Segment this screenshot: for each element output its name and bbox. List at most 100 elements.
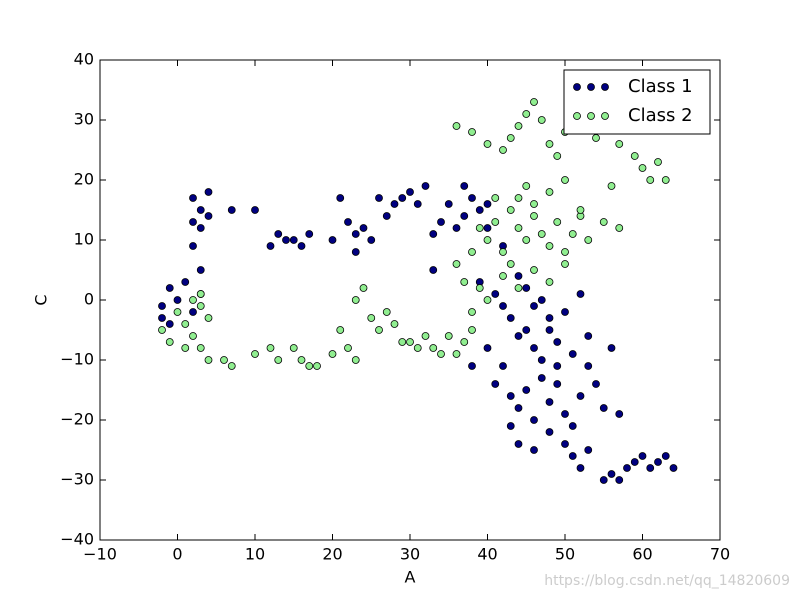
point (165, 338, 174, 346)
point (266, 344, 275, 352)
point (599, 218, 608, 226)
point (499, 272, 507, 280)
point (568, 230, 577, 238)
point (220, 356, 228, 364)
point (499, 146, 507, 154)
legend-marker (601, 112, 609, 120)
point (181, 344, 190, 352)
point (189, 296, 197, 304)
point (313, 362, 321, 370)
point (196, 206, 205, 214)
point (491, 218, 500, 226)
point (452, 224, 461, 232)
point (468, 194, 476, 202)
point (444, 200, 453, 208)
y-tick-label: 30 (74, 110, 94, 129)
point (599, 476, 608, 484)
point (623, 464, 631, 472)
point (413, 200, 422, 208)
point (514, 332, 523, 340)
point (421, 182, 430, 190)
point (522, 326, 531, 334)
point (568, 422, 577, 430)
point (553, 380, 562, 388)
point (576, 206, 585, 214)
point (506, 422, 515, 430)
point (584, 446, 593, 454)
point (398, 338, 407, 346)
point (344, 344, 352, 352)
point (530, 98, 538, 106)
point (568, 350, 577, 358)
point (537, 116, 546, 124)
point (468, 326, 476, 334)
point (530, 344, 538, 352)
point (506, 314, 515, 322)
point (514, 272, 523, 280)
point (468, 128, 476, 136)
point (537, 296, 546, 304)
point (289, 236, 298, 244)
legend-marker (587, 83, 595, 91)
point (530, 200, 538, 208)
point (545, 398, 554, 406)
point (584, 332, 593, 340)
legend-marker (573, 112, 581, 120)
point (491, 380, 500, 388)
point (173, 308, 182, 316)
x-tick-label: 40 (477, 545, 497, 564)
point (429, 344, 438, 352)
point (251, 206, 259, 214)
point (499, 248, 507, 256)
point (359, 224, 368, 232)
point (398, 194, 407, 202)
point (514, 404, 523, 412)
point (561, 176, 569, 184)
point (584, 236, 593, 244)
point (158, 314, 166, 322)
point (599, 404, 608, 412)
point (483, 344, 492, 352)
legend: Class 1 Class 2 (563, 69, 711, 135)
point (530, 266, 538, 274)
point (499, 302, 507, 310)
point (328, 236, 337, 244)
legend-marker (601, 83, 609, 91)
point (576, 464, 585, 472)
point (468, 248, 476, 256)
y-tick-label: −30 (60, 470, 94, 489)
point (460, 212, 469, 220)
point (483, 236, 492, 244)
point (545, 140, 554, 148)
legend-marker (587, 112, 595, 120)
point (483, 200, 492, 208)
point (189, 194, 197, 202)
x-tick-label: −10 (83, 545, 117, 564)
point (189, 332, 197, 340)
point (537, 356, 546, 364)
watermark: https://blog.csdn.net/qq_14820609 (544, 573, 790, 589)
y-axis-label: C (32, 294, 51, 305)
point (351, 248, 360, 256)
point (553, 362, 562, 370)
point (545, 278, 554, 286)
y-tick-label: 0 (84, 290, 94, 309)
point (227, 206, 236, 214)
point (638, 452, 647, 460)
point (553, 338, 562, 346)
point (561, 248, 569, 256)
point (561, 440, 569, 448)
point (297, 356, 306, 364)
point (406, 188, 414, 196)
y-tick-label: −10 (60, 350, 94, 369)
point (475, 206, 484, 214)
point (204, 188, 213, 196)
point (491, 290, 500, 298)
y-tick-label: 10 (74, 230, 94, 249)
point (475, 224, 484, 232)
point (266, 242, 275, 250)
point (483, 224, 492, 232)
point (297, 242, 306, 250)
point (196, 290, 205, 298)
point (460, 278, 469, 286)
